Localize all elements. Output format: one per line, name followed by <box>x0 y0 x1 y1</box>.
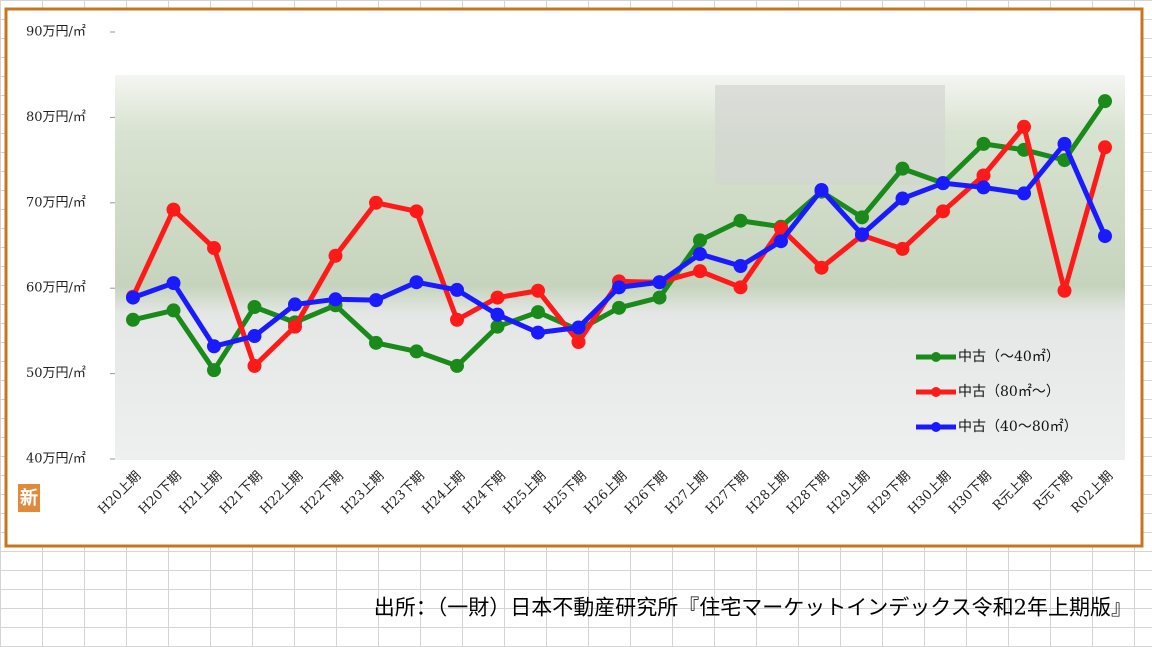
legend-marker <box>931 387 941 397</box>
marker <box>1098 94 1112 109</box>
marker <box>207 241 221 256</box>
marker <box>126 312 140 327</box>
marker <box>895 191 910 206</box>
legend-label: 中古（40～80㎡） <box>958 419 1078 435</box>
marker <box>733 213 748 228</box>
marker <box>166 276 181 291</box>
y-tick-label: 80万円/㎡ <box>26 110 86 125</box>
marker <box>976 180 991 195</box>
marker <box>1057 283 1072 298</box>
marker <box>774 221 788 236</box>
marker <box>652 275 667 290</box>
source: 出所：（一財）日本不動産研究所『住宅マーケットインデックス令和2年上期版』 <box>374 596 1132 620</box>
marker <box>409 204 424 219</box>
y-tick-label: 70万円/㎡ <box>26 195 86 210</box>
marker <box>450 358 464 373</box>
marker <box>652 290 667 305</box>
marker <box>409 344 424 359</box>
marker <box>409 275 424 290</box>
marker <box>693 247 707 262</box>
marker <box>490 319 505 334</box>
marker <box>1017 119 1031 134</box>
marker <box>288 319 302 334</box>
marker <box>531 305 545 320</box>
marker <box>855 227 869 242</box>
marker <box>490 290 505 305</box>
marker <box>328 292 343 307</box>
legend-marker <box>931 422 941 432</box>
y-tick-label: 40万円/㎡ <box>26 452 86 467</box>
marker <box>531 325 545 340</box>
marker <box>855 210 869 225</box>
marker <box>814 260 829 275</box>
marker <box>450 312 464 327</box>
marker <box>369 195 383 210</box>
marker <box>166 202 181 217</box>
marker <box>936 176 950 191</box>
marker <box>571 320 586 335</box>
marker <box>207 339 221 354</box>
marker <box>490 307 505 322</box>
marker <box>733 280 748 295</box>
marker <box>531 283 545 298</box>
marker <box>1017 186 1031 201</box>
marker <box>895 241 910 256</box>
marker <box>976 136 991 151</box>
marker <box>369 293 383 308</box>
y-tick-label: 60万円/㎡ <box>26 281 86 296</box>
badge-box <box>18 484 40 512</box>
marker <box>612 300 626 315</box>
marker <box>450 282 464 297</box>
marker <box>166 303 181 318</box>
marker <box>612 280 626 295</box>
marker <box>1057 136 1072 151</box>
legend-label: 中古（～40㎡） <box>958 349 1060 365</box>
marker <box>328 248 343 263</box>
marker <box>774 234 788 249</box>
marker <box>693 264 707 279</box>
y-tick-label: 50万円/㎡ <box>26 366 86 381</box>
marker <box>247 358 262 373</box>
marker <box>936 204 950 219</box>
marker <box>733 258 748 273</box>
marker <box>247 299 262 314</box>
marker <box>207 363 221 378</box>
y-tick-label: 90万円/㎡ <box>26 25 86 40</box>
badge: 新 <box>20 487 38 509</box>
marker <box>693 233 707 248</box>
marker <box>976 168 991 183</box>
marker <box>247 329 262 344</box>
marker <box>895 161 910 176</box>
marker <box>288 297 302 312</box>
legend-label: 中古（80㎡～） <box>958 384 1060 400</box>
marker <box>1098 140 1112 155</box>
marker <box>126 290 140 305</box>
marker <box>571 335 586 350</box>
plot-background <box>115 75 1125 460</box>
marker <box>814 182 829 197</box>
marker <box>1098 229 1112 244</box>
marker <box>369 335 383 350</box>
legend-marker <box>931 352 941 362</box>
